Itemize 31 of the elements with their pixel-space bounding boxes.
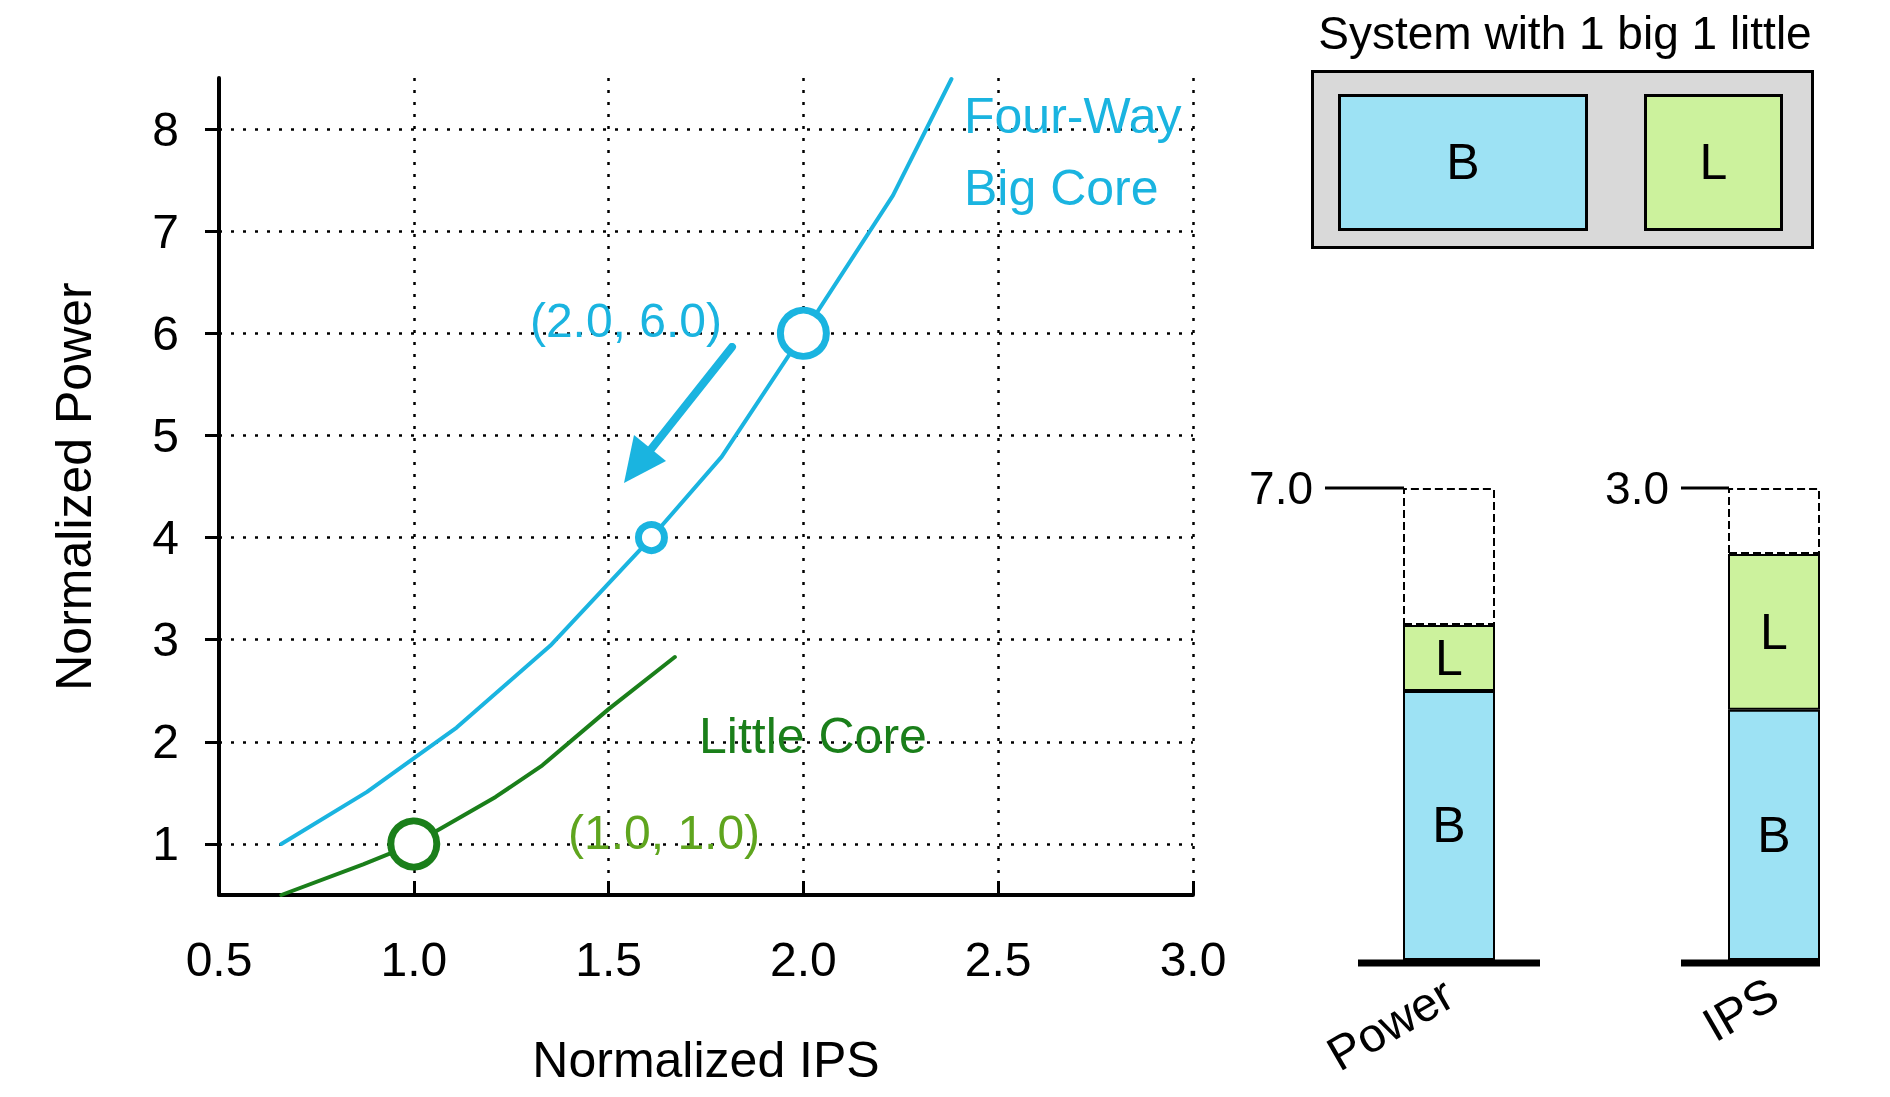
y-tick-label: 2 bbox=[152, 715, 179, 769]
category-label: B bbox=[1757, 806, 1791, 863]
category-label: L bbox=[1698, 133, 1729, 192]
series-label: L bbox=[1435, 629, 1463, 686]
x-tick-label: 3.0 bbox=[1159, 932, 1227, 986]
point bbox=[387, 817, 441, 871]
category-label: B bbox=[1445, 133, 1481, 192]
x-tick-label: 2.5 bbox=[964, 932, 1032, 986]
annotation: (1.0, 1.0) bbox=[568, 805, 761, 859]
y-tick-label: 6 bbox=[152, 306, 179, 360]
x-axis-title: Normalized IPS bbox=[532, 1032, 880, 1088]
x-tick-label: 2.0 bbox=[770, 932, 837, 986]
series-label: Four-Way Big Core bbox=[964, 88, 1196, 216]
y-tick-label: 4 bbox=[152, 511, 179, 565]
x-tick-label: 1.5 bbox=[575, 932, 642, 986]
y-tick-label: 3 bbox=[152, 613, 179, 667]
y-tick-label: 8 bbox=[152, 102, 179, 156]
y-axis-title: Normalized Power bbox=[46, 282, 102, 691]
y-tick-label: 7 bbox=[152, 204, 179, 258]
annotation: 7.0 bbox=[1249, 462, 1313, 514]
x-tick-label: IPS bbox=[1693, 967, 1788, 1052]
y-tick-label: 5 bbox=[152, 408, 179, 462]
x-tick-label: 1.0 bbox=[380, 932, 448, 986]
series-label: B bbox=[1432, 797, 1466, 854]
annotation: (2.0, 6.0) bbox=[529, 293, 722, 347]
category-label: L bbox=[1760, 603, 1788, 660]
text: System with 1 big 1 little bbox=[1317, 6, 1813, 60]
y-tick-label: 1 bbox=[152, 817, 179, 871]
x-tick-label: 0.5 bbox=[185, 932, 253, 986]
series-label: Little Core bbox=[699, 708, 927, 764]
annotation: 3.0 bbox=[1605, 462, 1669, 514]
